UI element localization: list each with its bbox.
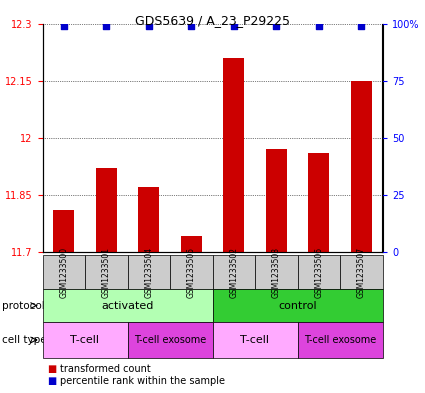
Text: cell type: cell type <box>2 335 47 345</box>
Text: ■: ■ <box>47 364 56 375</box>
Bar <box>351 81 372 252</box>
Text: GSM1233506: GSM1233506 <box>314 246 323 298</box>
Bar <box>96 168 117 252</box>
Bar <box>138 187 159 252</box>
Bar <box>53 210 74 252</box>
Point <box>145 23 152 29</box>
Text: GSM1233505: GSM1233505 <box>187 246 196 298</box>
Text: protocol: protocol <box>2 301 45 310</box>
Text: GSM1233504: GSM1233504 <box>144 246 153 298</box>
Point <box>230 23 237 29</box>
Bar <box>223 58 244 252</box>
Text: ■: ■ <box>47 376 56 386</box>
Point <box>60 23 67 29</box>
Bar <box>308 153 329 252</box>
Text: GSM1233501: GSM1233501 <box>102 247 111 298</box>
Text: T-cell: T-cell <box>71 335 99 345</box>
Text: activated: activated <box>101 301 154 310</box>
Point <box>273 23 280 29</box>
Point <box>315 23 322 29</box>
Text: GSM1233502: GSM1233502 <box>229 247 238 298</box>
Text: T-cell exosome: T-cell exosome <box>134 335 206 345</box>
Text: T-cell: T-cell <box>241 335 269 345</box>
Text: control: control <box>278 301 317 310</box>
Point <box>103 23 110 29</box>
Text: transformed count: transformed count <box>60 364 150 375</box>
Text: T-cell exosome: T-cell exosome <box>304 335 376 345</box>
Point <box>358 23 365 29</box>
Point <box>188 23 195 29</box>
Text: GSM1233507: GSM1233507 <box>357 246 366 298</box>
Text: GSM1233503: GSM1233503 <box>272 246 281 298</box>
Bar <box>181 236 202 252</box>
Bar <box>266 149 287 252</box>
Text: GDS5639 / A_23_P29225: GDS5639 / A_23_P29225 <box>135 14 290 27</box>
Text: GSM1233500: GSM1233500 <box>59 246 68 298</box>
Text: percentile rank within the sample: percentile rank within the sample <box>60 376 224 386</box>
